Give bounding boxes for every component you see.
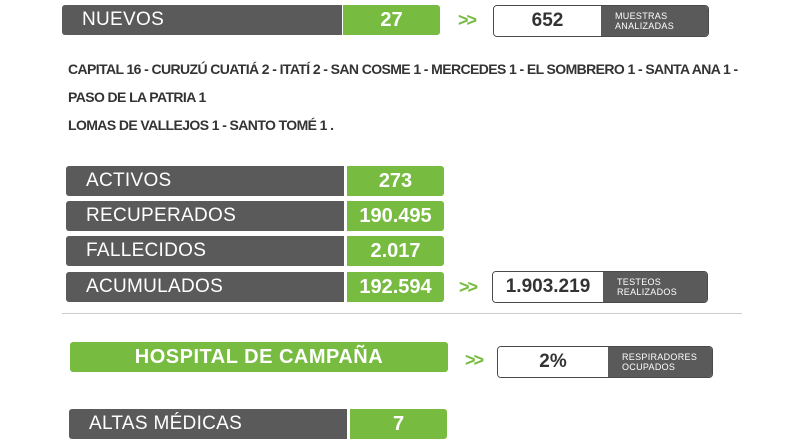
testeos-value: 1.903.219 [493, 272, 603, 302]
testeos-label-line1: TESTEOS [617, 277, 662, 287]
muestras-value: 652 [494, 6, 601, 36]
muestras-label-line1: MUESTRAS [615, 11, 668, 21]
testeos-arrow-icon: >> [459, 276, 478, 297]
nuevos-label: NUEVOS [62, 5, 342, 35]
section-divider [62, 313, 742, 314]
cities-breakdown: CAPITAL 16 - CURUZÚ CUATIÁ 2 - ITATÍ 2 -… [68, 55, 768, 139]
testeos-label-line2: REALIZADOS [617, 287, 678, 297]
nuevos-value: 27 [343, 5, 440, 35]
altas-value: 7 [350, 409, 447, 439]
fallecidos-value: 2.017 [347, 236, 444, 266]
testeos-label: TESTEOS REALIZADOS [603, 272, 707, 302]
recuperados-label: RECUPERADOS [66, 201, 344, 231]
respiradores-value: 2% [498, 347, 608, 377]
nuevos-arrow-icon: >> [458, 9, 477, 30]
hospital-title: HOSPITAL DE CAMPAÑA [70, 342, 448, 372]
respiradores-label-line2: OCUPADOS [622, 362, 676, 372]
testeos-box: 1.903.219 TESTEOS REALIZADOS [492, 271, 708, 303]
recuperados-value: 190.495 [347, 201, 444, 231]
altas-label: ALTAS MÉDICAS [69, 409, 347, 439]
cities-line-1: CAPITAL 16 - CURUZÚ CUATIÁ 2 - ITATÍ 2 -… [68, 61, 738, 105]
respiradores-label: RESPIRADORES OCUPADOS [608, 347, 712, 377]
acumulados-value: 192.594 [347, 272, 444, 302]
fallecidos-label: FALLECIDOS [66, 236, 344, 266]
activos-value: 273 [347, 166, 444, 196]
hospital-arrow-icon: >> [465, 349, 484, 370]
muestras-box: 652 MUESTRAS ANALIZADAS [493, 5, 709, 37]
respiradores-box: 2% RESPIRADORES OCUPADOS [497, 346, 713, 378]
activos-label: ACTIVOS [66, 166, 344, 196]
muestras-label: MUESTRAS ANALIZADAS [601, 6, 708, 36]
respiradores-label-line1: RESPIRADORES [622, 352, 698, 362]
muestras-label-line2: ANALIZADAS [615, 21, 675, 31]
cities-line-2: LOMAS DE VALLEJOS 1 - SANTO TOMÉ 1 . [68, 117, 334, 133]
acumulados-label: ACUMULADOS [66, 272, 344, 302]
